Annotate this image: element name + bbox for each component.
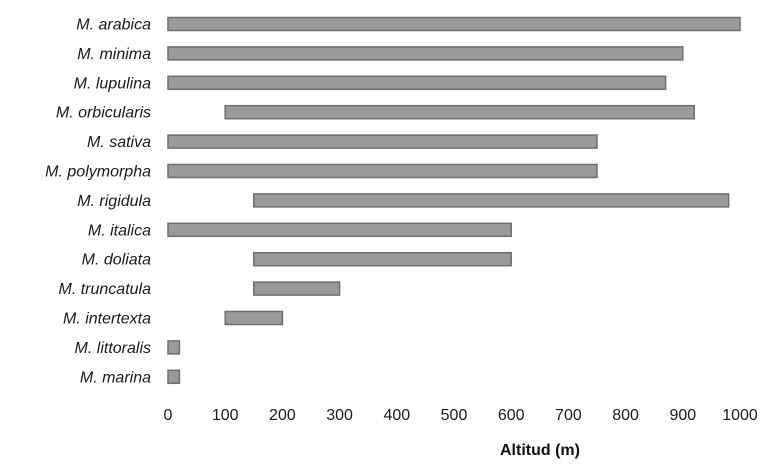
category-label: M. minima xyxy=(77,46,151,63)
category-label: M. marina xyxy=(80,369,151,386)
bar xyxy=(167,134,598,149)
x-tick-label: 200 xyxy=(269,407,296,424)
x-tick-label: 0 xyxy=(164,407,173,424)
bar xyxy=(224,310,284,326)
bar xyxy=(253,281,341,296)
category-label: M. italica xyxy=(88,222,151,239)
bar xyxy=(253,193,730,208)
bar xyxy=(253,251,512,267)
bar xyxy=(224,104,695,120)
category-label: M. intertexta xyxy=(63,311,151,328)
x-axis-title: Altitud (m) xyxy=(500,442,580,459)
x-tick-label: 600 xyxy=(498,407,525,424)
category-label: M. orbicularis xyxy=(56,105,151,122)
x-tick-label: 1000 xyxy=(722,407,758,424)
bar xyxy=(167,163,598,179)
category-labels: M. arabica M. minima M. lupulina M. orbicul… xyxy=(45,17,151,387)
x-axis-ticks: 0 100 200 300 400 500 600 700 800 900 1000 xyxy=(164,407,758,424)
category-label: M. truncatula xyxy=(59,281,152,298)
category-label: M. arabica xyxy=(76,17,151,34)
category-label: M. lupulina xyxy=(74,75,151,92)
x-tick-label: 800 xyxy=(612,407,639,424)
x-tick-label: 300 xyxy=(326,407,353,424)
x-tick-label: 100 xyxy=(212,407,239,424)
category-label: M. sativa xyxy=(87,134,151,151)
x-tick-label: 700 xyxy=(555,407,582,424)
x-tick-label: 400 xyxy=(383,407,410,424)
x-tick-label: 900 xyxy=(669,407,696,424)
bar xyxy=(167,46,684,61)
bar xyxy=(167,340,181,355)
bar xyxy=(167,16,741,32)
category-label: M. polymorpha xyxy=(45,164,151,181)
bars-layer xyxy=(167,16,741,385)
bar xyxy=(167,75,667,91)
category-label: M. doliata xyxy=(82,252,151,269)
bar xyxy=(167,222,512,238)
bar xyxy=(167,369,181,385)
x-tick-label: 500 xyxy=(441,407,468,424)
category-label: M. rigidula xyxy=(77,193,151,210)
category-label: M. littoralis xyxy=(75,340,151,357)
